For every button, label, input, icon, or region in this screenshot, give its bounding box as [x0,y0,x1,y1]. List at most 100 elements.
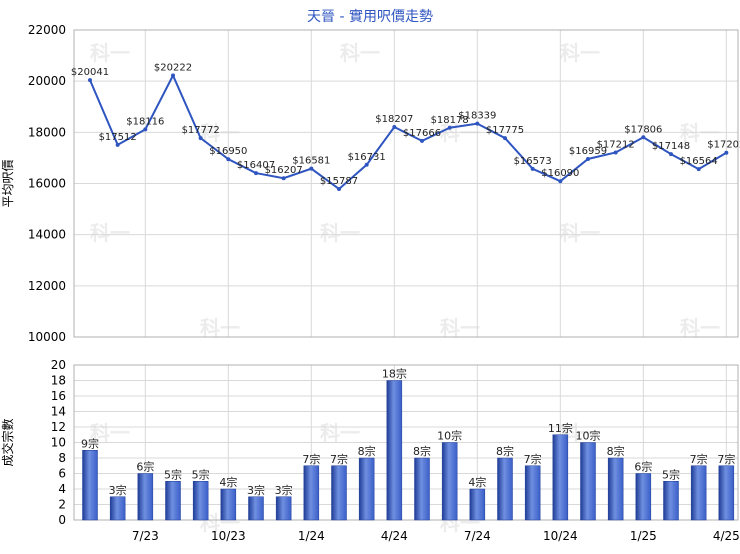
bar-label: 5宗 [662,467,680,481]
bar [607,457,624,521]
bar [165,481,181,521]
bar-label: 6宗 [634,460,652,474]
bar [109,496,126,521]
data-label: $17772 [182,125,220,136]
watermark-text: 科一 [200,121,240,145]
bar-label: 7宗 [330,452,348,466]
data-point [337,186,341,191]
bar [663,481,679,521]
data-label: $17775 [486,125,524,136]
watermark-text: 科一 [320,421,360,445]
bar-label: 7宗 [302,452,320,466]
watermark-text: 科一 [440,316,480,340]
data-label: $17148 [652,141,690,152]
data-label: $18207 [375,114,413,125]
data-label: $17806 [624,124,662,135]
y-tick-label: 20 [51,358,66,372]
bar-label: 3宗 [247,483,265,497]
data-point [530,166,535,171]
bar-label: 4宗 [468,475,486,489]
data-point [88,78,92,83]
plot-frame [73,364,739,521]
bar-label: 7宗 [690,452,708,466]
watermark-text: 科一 [340,41,380,65]
data-label: $20041 [71,67,109,78]
data-point [669,152,673,157]
y-tick-label: 20000 [28,74,66,88]
x-tick-label: 7/24 [464,529,491,543]
y-tick-label: 10000 [28,330,66,344]
bar [220,488,237,521]
bar-label: 8宗 [496,444,514,458]
bar [275,496,292,521]
data-point [503,136,507,141]
y-tick-label: 16 [51,389,66,403]
watermark-text: 科一 [680,121,720,145]
data-point [309,166,314,171]
y-tick-label: 14000 [28,228,66,242]
data-point [558,179,563,184]
bar-label: 10宗 [437,429,462,443]
watermark-text: 科一 [90,221,130,245]
data-point [724,150,729,155]
y-tick-label: 12 [51,420,66,434]
data-label: $16950 [209,146,247,157]
x-tick-label: 10/24 [543,529,578,543]
y-tick-label: 12000 [28,279,66,293]
x-tick-label: 10/23 [211,529,246,543]
bar-label: 3宗 [275,483,293,497]
data-label: $16090 [541,168,579,179]
data-point [198,136,203,141]
data-point [115,142,120,147]
data-point [613,150,618,155]
bar-label: 5宗 [192,467,210,481]
watermark-text: 科一 [560,41,600,65]
bar [718,465,735,521]
data-label: $17212 [597,139,635,150]
bar-label: 8宗 [358,444,376,458]
y-axis-label: 成交宗數 [0,418,15,466]
bar-label: 8宗 [607,444,625,458]
y-tick-label: 2 [58,498,66,512]
watermark-text: 科一 [320,221,360,245]
bar-label: 11宗 [548,421,573,435]
data-label: $18116 [126,116,164,127]
data-label: $18178 [431,115,469,126]
data-point [447,125,452,130]
data-point [586,156,590,161]
y-tick-label: 0 [58,513,66,527]
bar-label: 3宗 [109,483,127,497]
x-tick-label: 4/24 [381,529,408,543]
x-tick-label: 1/24 [298,529,325,543]
watermark-text: 科一 [90,41,130,65]
data-label: $16959 [569,146,607,157]
watermark-text: 科一 [680,316,720,340]
bar-label: 7宗 [524,452,542,466]
data-point [475,121,480,126]
data-label: $20222 [154,62,192,73]
data-point [171,73,175,78]
bar [331,465,347,521]
data-label: $17512 [99,132,137,143]
watermark-text: 科一 [90,421,130,445]
y-tick-label: 4 [58,482,66,496]
bar [137,473,154,521]
bar [524,465,541,521]
price-series-line [89,73,727,191]
data-label: $17202 [707,140,740,151]
y-tick-label: 8 [58,451,66,465]
data-label: $15787 [320,176,358,187]
bar-label: 10宗 [576,429,601,443]
bar-label: 7宗 [717,452,735,466]
data-label: $16573 [514,156,552,167]
bar-label: 6宗 [136,460,154,474]
y-tick-label: 6 [58,467,66,481]
data-point [641,135,646,140]
data-label: $18339 [458,111,496,122]
x-tick-label: 4/25 [713,529,740,543]
bar [552,434,569,521]
